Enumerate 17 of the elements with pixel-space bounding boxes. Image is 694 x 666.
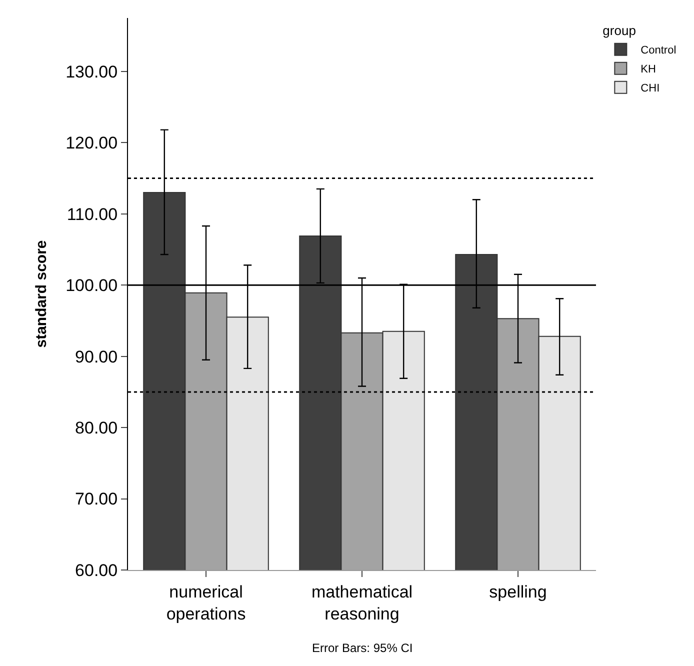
- y-tick-label: 60.00: [75, 560, 118, 580]
- x-tick-label: mathematical reasoning: [311, 582, 413, 624]
- y-tick-label: 80.00: [75, 418, 118, 438]
- y-tick-label: 90.00: [75, 347, 118, 366]
- text: Error Bars: 95% CI: [312, 641, 413, 655]
- y-tick-label: 70.00: [75, 490, 118, 509]
- legend-label: KH: [640, 64, 656, 76]
- legend-title: group: [602, 22, 636, 38]
- x-tick-label: spelling: [489, 582, 547, 602]
- legend-label: CHI: [640, 82, 660, 95]
- y-axis-title: standard score: [32, 240, 50, 348]
- y-tick-label: 130.00: [66, 62, 118, 82]
- y-tick-label: 120.00: [66, 134, 118, 153]
- legend-label: Control: [640, 44, 676, 57]
- y-tick-label: 100.00: [66, 276, 118, 296]
- x-tick-label: numerical operations: [166, 582, 246, 624]
- y-tick-label: 110.00: [66, 204, 118, 224]
